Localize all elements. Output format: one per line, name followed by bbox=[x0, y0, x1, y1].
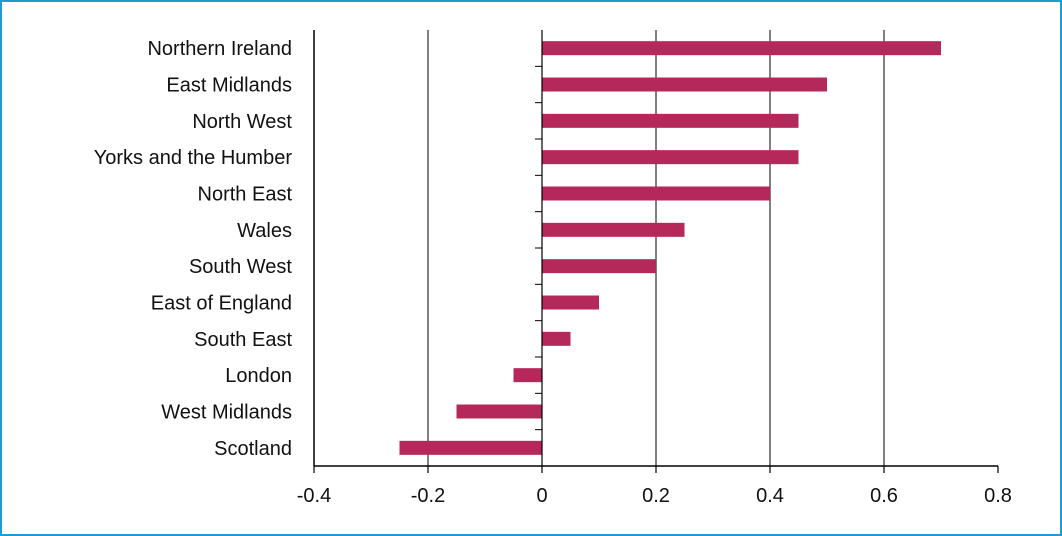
bar bbox=[542, 295, 599, 310]
bar bbox=[542, 77, 827, 92]
x-tick-label: 0.2 bbox=[642, 485, 670, 507]
category-label: South East bbox=[194, 329, 292, 351]
category-label: North East bbox=[198, 184, 293, 206]
category-label: East Midlands bbox=[166, 75, 292, 97]
x-tick-label: 0.6 bbox=[870, 485, 898, 507]
bar bbox=[542, 113, 799, 128]
axes bbox=[313, 30, 999, 473]
bar bbox=[542, 259, 656, 274]
x-tick-label: -0.4 bbox=[297, 485, 331, 507]
category-label: North West bbox=[192, 111, 292, 133]
x-tick-labels: -0.4 -0.2 0 0.2 0.4 0.6 0.8 bbox=[297, 485, 1012, 507]
x-tick-label: -0.2 bbox=[411, 485, 445, 507]
bar bbox=[513, 368, 542, 383]
x-tick-label: 0.8 bbox=[984, 485, 1012, 507]
bar bbox=[542, 331, 571, 346]
bar bbox=[542, 186, 770, 201]
category-label: Northern Ireland bbox=[147, 38, 292, 60]
x-tick-label: 0.4 bbox=[756, 485, 784, 507]
bars bbox=[399, 41, 941, 455]
bar bbox=[542, 41, 941, 56]
category-label: East of England bbox=[151, 293, 292, 315]
category-label: South West bbox=[189, 256, 292, 278]
bar bbox=[542, 222, 685, 237]
category-labels: Northern Ireland East Midlands North West Y… bbox=[94, 38, 293, 460]
category-label: Yorks and the Humber bbox=[94, 147, 293, 169]
x-tick-label: 0 bbox=[536, 485, 547, 507]
category-label: West Midlands bbox=[161, 402, 292, 424]
category-label: Scotland bbox=[214, 438, 292, 460]
bar bbox=[399, 440, 542, 455]
bar bbox=[456, 404, 542, 419]
category-label: London bbox=[225, 365, 292, 387]
category-label: Wales bbox=[237, 220, 292, 242]
bar bbox=[542, 150, 799, 165]
gridlines bbox=[427, 30, 885, 466]
